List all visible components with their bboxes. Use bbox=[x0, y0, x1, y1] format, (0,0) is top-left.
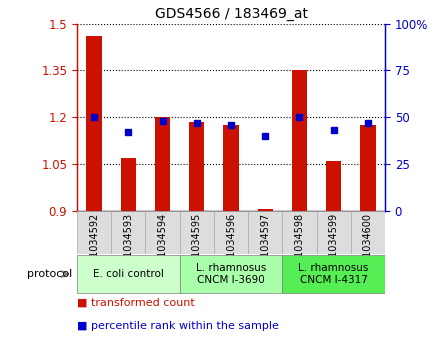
Bar bbox=[214, 211, 248, 254]
Text: GSM1034600: GSM1034600 bbox=[363, 213, 373, 278]
Bar bbox=[189, 122, 205, 211]
Bar bbox=[155, 117, 170, 211]
Bar bbox=[180, 255, 282, 293]
Bar bbox=[121, 158, 136, 211]
Bar bbox=[282, 211, 316, 254]
Text: GSM1034598: GSM1034598 bbox=[294, 213, 304, 278]
Bar bbox=[180, 211, 214, 254]
Bar bbox=[351, 211, 385, 254]
Text: ■ transformed count: ■ transformed count bbox=[77, 298, 195, 308]
Bar bbox=[86, 36, 102, 211]
Text: GSM1034595: GSM1034595 bbox=[192, 213, 202, 278]
Bar bbox=[257, 209, 273, 211]
Bar bbox=[223, 125, 238, 211]
Text: GSM1034599: GSM1034599 bbox=[329, 213, 339, 278]
Bar bbox=[111, 211, 146, 254]
Text: protocol: protocol bbox=[27, 269, 73, 279]
Text: ■ percentile rank within the sample: ■ percentile rank within the sample bbox=[77, 321, 279, 331]
Bar bbox=[316, 211, 351, 254]
Bar bbox=[77, 211, 111, 254]
Text: GSM1034594: GSM1034594 bbox=[158, 213, 168, 278]
Bar bbox=[77, 255, 180, 293]
Bar bbox=[282, 255, 385, 293]
Text: GSM1034596: GSM1034596 bbox=[226, 213, 236, 278]
Text: L. rhamnosus
CNCM I-3690: L. rhamnosus CNCM I-3690 bbox=[196, 263, 266, 285]
Bar bbox=[360, 125, 376, 211]
Text: L. rhamnosus
CNCM I-4317: L. rhamnosus CNCM I-4317 bbox=[298, 263, 369, 285]
Text: E. coli control: E. coli control bbox=[93, 269, 164, 279]
Bar bbox=[146, 211, 180, 254]
Title: GDS4566 / 183469_at: GDS4566 / 183469_at bbox=[154, 7, 308, 21]
Bar bbox=[326, 161, 341, 211]
Bar bbox=[248, 211, 282, 254]
Bar bbox=[292, 70, 307, 211]
Text: GSM1034597: GSM1034597 bbox=[260, 213, 270, 278]
Text: GSM1034592: GSM1034592 bbox=[89, 213, 99, 278]
Text: GSM1034593: GSM1034593 bbox=[123, 213, 133, 278]
